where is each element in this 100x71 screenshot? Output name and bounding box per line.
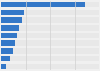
Bar [1, 17, 99, 23]
Bar [1, 2, 99, 7]
Bar [1, 56, 10, 61]
Bar [1, 64, 6, 69]
Bar [1, 10, 99, 15]
Bar [1, 25, 99, 31]
Bar [1, 64, 99, 69]
Bar [1, 25, 19, 31]
Bar [1, 17, 22, 23]
Bar [1, 48, 99, 54]
Bar [1, 33, 17, 38]
Bar [1, 10, 24, 15]
Bar [1, 40, 99, 46]
Bar [1, 56, 99, 61]
Bar [1, 2, 85, 7]
Bar [1, 40, 15, 46]
Bar [1, 33, 99, 38]
Bar [1, 48, 13, 54]
